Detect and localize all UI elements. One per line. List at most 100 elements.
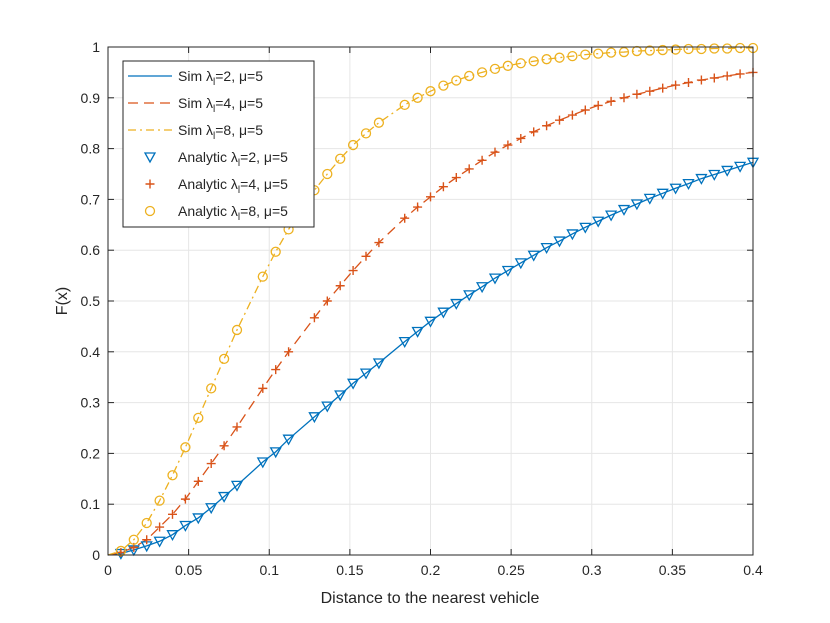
data-point-marker <box>270 246 281 257</box>
data-point-marker <box>501 265 515 277</box>
data-point-marker <box>321 401 334 413</box>
data-point-marker <box>219 441 229 451</box>
data-point-marker <box>412 92 423 103</box>
legend-marker-swatch <box>144 205 156 217</box>
legend-box <box>122 60 315 228</box>
data-point-marker <box>347 139 359 151</box>
series-5 <box>116 67 758 557</box>
data-point-marker <box>180 494 190 504</box>
data-point-marker <box>142 535 152 545</box>
data-point-marker <box>645 86 655 96</box>
x-tick-label: 0.1 <box>260 562 280 578</box>
data-point-marker <box>258 383 268 393</box>
data-point-marker <box>722 71 732 81</box>
data-point-marker <box>554 52 565 63</box>
data-point-marker <box>437 307 450 319</box>
data-point-marker <box>476 67 488 78</box>
data-point-marker <box>709 43 720 54</box>
data-point-marker <box>426 192 435 202</box>
data-point-marker <box>489 63 501 74</box>
data-point-marker <box>450 298 463 310</box>
x-tick-label: 0 <box>104 562 112 578</box>
data-point-marker <box>206 383 217 394</box>
data-point-marker <box>399 99 410 111</box>
data-point-marker <box>193 476 203 486</box>
data-point-marker <box>708 169 721 181</box>
data-point-marker <box>269 447 282 459</box>
data-point-marker <box>630 199 644 211</box>
data-point-marker <box>695 173 708 185</box>
legend-label: Sim λl=4, μ=5 <box>178 95 263 115</box>
y-tick-label: 0 <box>92 547 100 563</box>
data-point-marker <box>424 316 437 328</box>
data-point-marker <box>488 273 502 285</box>
x-tick-label: 0.4 <box>743 562 763 578</box>
series-4 <box>114 157 760 560</box>
data-point-marker <box>451 173 461 183</box>
legend-label: Analytic λl=2, μ=5 <box>178 149 288 169</box>
data-point-marker <box>284 347 294 357</box>
data-point-marker <box>374 238 384 248</box>
y-tick-label: 1 <box>92 39 100 55</box>
legend-label: Analytic λl=4, μ=5 <box>178 176 288 196</box>
data-point-marker <box>360 128 372 139</box>
data-point-marker <box>413 202 423 212</box>
data-point-marker <box>154 495 165 506</box>
data-point-marker <box>400 213 410 223</box>
data-point-marker <box>438 80 449 91</box>
data-point-marker <box>593 48 604 59</box>
data-point-marker <box>348 266 358 276</box>
data-point-marker <box>580 105 590 115</box>
data-point-marker <box>322 296 332 306</box>
data-point-marker <box>334 390 347 402</box>
data-point-marker <box>218 353 230 365</box>
data-point-marker <box>232 422 242 432</box>
data-point-marker <box>682 179 695 190</box>
data-point-marker <box>592 216 605 228</box>
data-point-marker <box>153 536 166 548</box>
x-axis-label: Distance to the nearest vehicle <box>321 590 540 607</box>
data-point-marker <box>464 164 474 174</box>
x-tick-label: 0.35 <box>659 562 686 578</box>
y-tick-label: 0.7 <box>81 191 101 207</box>
data-point-marker <box>411 326 424 338</box>
data-point-marker <box>346 378 360 390</box>
series-3 <box>107 47 753 556</box>
data-point-marker <box>308 412 321 424</box>
data-point-marker <box>566 229 579 241</box>
legend-label: Sim λl=8, μ=5 <box>178 122 263 142</box>
y-tick-label: 0.6 <box>81 242 101 258</box>
data-point-marker <box>733 161 747 173</box>
data-point-marker <box>604 210 618 222</box>
data-point-marker <box>515 58 526 69</box>
data-point-marker <box>617 204 631 216</box>
data-point-marker <box>141 517 152 529</box>
data-point-marker <box>527 250 540 262</box>
x-tick-label: 0.25 <box>498 562 525 578</box>
data-point-marker <box>683 43 694 55</box>
data-point-marker <box>168 509 177 519</box>
data-point-marker <box>567 110 577 120</box>
data-point-marker <box>709 73 719 83</box>
data-point-marker <box>540 243 553 254</box>
data-point-marker <box>477 155 487 165</box>
data-point-marker <box>180 442 191 453</box>
data-point-marker <box>671 80 681 90</box>
data-point-marker <box>593 100 603 110</box>
data-point-marker <box>271 365 281 375</box>
data-point-marker <box>282 434 295 446</box>
data-point-marker <box>464 70 475 82</box>
y-tick-label: 0.1 <box>81 496 101 512</box>
data-point-marker <box>605 47 617 58</box>
data-point-marker <box>516 133 526 143</box>
data-point-marker <box>217 491 231 503</box>
data-point-marker <box>514 258 527 270</box>
data-point-marker <box>618 46 630 58</box>
data-point-marker <box>502 60 514 71</box>
data-point-marker <box>541 54 552 65</box>
data-point-marker <box>656 188 669 200</box>
legend: Sim λl=2, μ=5 Sim λl=4, μ=5 Sim λl=8, μ=5 A… <box>122 60 315 228</box>
y-tick-label: 0.3 <box>81 395 101 411</box>
data-point-marker <box>722 43 733 54</box>
